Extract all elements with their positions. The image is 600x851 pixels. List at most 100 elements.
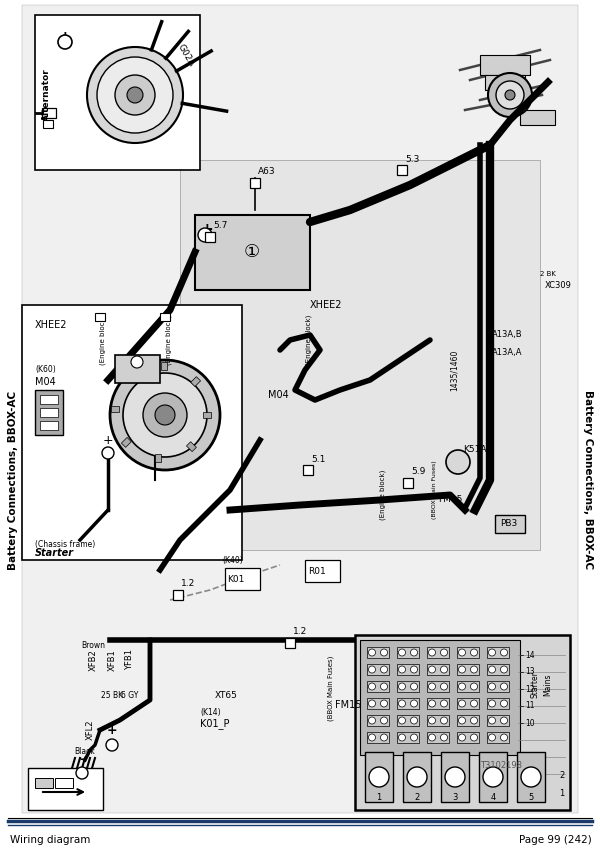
Text: (Engine block): (Engine block) [165, 315, 172, 365]
Text: 14: 14 [525, 650, 535, 660]
Text: 1: 1 [376, 792, 382, 802]
Bar [495, 515, 525, 533]
Bar [195, 215, 310, 290]
Bar [427, 664, 449, 675]
Bar [40, 395, 58, 404]
Bar [397, 664, 419, 675]
Bar [35, 390, 63, 435]
Bar [367, 664, 389, 675]
Bar [517, 752, 545, 802]
Circle shape [368, 734, 376, 741]
Bar [487, 647, 509, 658]
Bar [457, 698, 479, 709]
Circle shape [470, 683, 478, 690]
Circle shape [106, 739, 118, 751]
Circle shape [470, 649, 478, 656]
Text: XT65: XT65 [215, 690, 238, 700]
Circle shape [483, 767, 503, 787]
Text: ①: ① [244, 243, 260, 261]
Circle shape [410, 700, 418, 707]
Text: +: + [107, 723, 118, 736]
Bar [250, 178, 260, 188]
Circle shape [440, 649, 448, 656]
Circle shape [380, 717, 388, 724]
Circle shape [458, 649, 466, 656]
Text: 4: 4 [490, 792, 496, 802]
Bar [205, 232, 215, 242]
Circle shape [470, 700, 478, 707]
Bar [427, 681, 449, 692]
Text: 1435/1460: 1435/1460 [450, 349, 459, 391]
Circle shape [521, 767, 541, 787]
Bar [367, 681, 389, 692]
Circle shape [127, 87, 143, 103]
Circle shape [428, 666, 436, 673]
Text: K01: K01 [227, 574, 244, 584]
Text: XHEE2: XHEE2 [310, 300, 343, 310]
Bar [203, 412, 211, 418]
Bar [487, 681, 509, 692]
Bar [303, 465, 313, 475]
Bar [42, 108, 56, 118]
Circle shape [398, 649, 406, 656]
Text: 25 BK: 25 BK [101, 690, 123, 700]
Bar [520, 110, 555, 125]
Bar [195, 215, 310, 290]
Circle shape [458, 717, 466, 724]
Circle shape [488, 700, 496, 707]
Circle shape [500, 717, 508, 724]
Bar [95, 313, 105, 321]
Circle shape [143, 393, 187, 437]
Bar [121, 437, 131, 448]
Text: +: + [59, 30, 71, 45]
Text: 5.1: 5.1 [311, 454, 325, 464]
Circle shape [445, 767, 465, 787]
Circle shape [500, 649, 508, 656]
Circle shape [488, 649, 496, 656]
Circle shape [398, 700, 406, 707]
Circle shape [115, 75, 155, 115]
Circle shape [123, 373, 207, 457]
Bar [187, 442, 196, 452]
Circle shape [488, 683, 496, 690]
Text: A63: A63 [258, 168, 275, 176]
Circle shape [440, 700, 448, 707]
Bar [441, 752, 469, 802]
Circle shape [428, 649, 436, 656]
Circle shape [488, 666, 496, 673]
Circle shape [87, 47, 183, 143]
Bar [360, 640, 520, 755]
Text: Page 99 (242): Page 99 (242) [519, 835, 592, 845]
Bar [427, 647, 449, 658]
Text: (Engine block): (Engine block) [100, 315, 107, 365]
Bar [427, 698, 449, 709]
Circle shape [155, 405, 175, 425]
Bar [485, 75, 525, 90]
Circle shape [410, 734, 418, 741]
Bar [480, 55, 530, 75]
Text: Brown: Brown [81, 641, 105, 649]
Text: 2: 2 [559, 770, 565, 780]
Bar [397, 681, 419, 692]
Circle shape [380, 734, 388, 741]
Bar [191, 377, 200, 386]
Bar [457, 715, 479, 726]
Bar [111, 406, 119, 412]
Text: 5.9: 5.9 [411, 467, 425, 477]
Circle shape [470, 734, 478, 741]
Circle shape [458, 700, 466, 707]
Circle shape [369, 767, 389, 787]
Circle shape [428, 734, 436, 741]
Circle shape [458, 683, 466, 690]
Text: 12: 12 [525, 684, 535, 694]
Text: 1.2: 1.2 [293, 627, 307, 637]
Bar [35, 15, 200, 170]
Circle shape [488, 73, 532, 117]
Bar [55, 778, 73, 788]
Bar [115, 355, 160, 383]
Circle shape [410, 649, 418, 656]
Text: -: - [79, 753, 85, 767]
Text: (Engine block): (Engine block) [305, 315, 311, 365]
Bar [427, 732, 449, 743]
Text: Mains: Mains [544, 674, 553, 696]
